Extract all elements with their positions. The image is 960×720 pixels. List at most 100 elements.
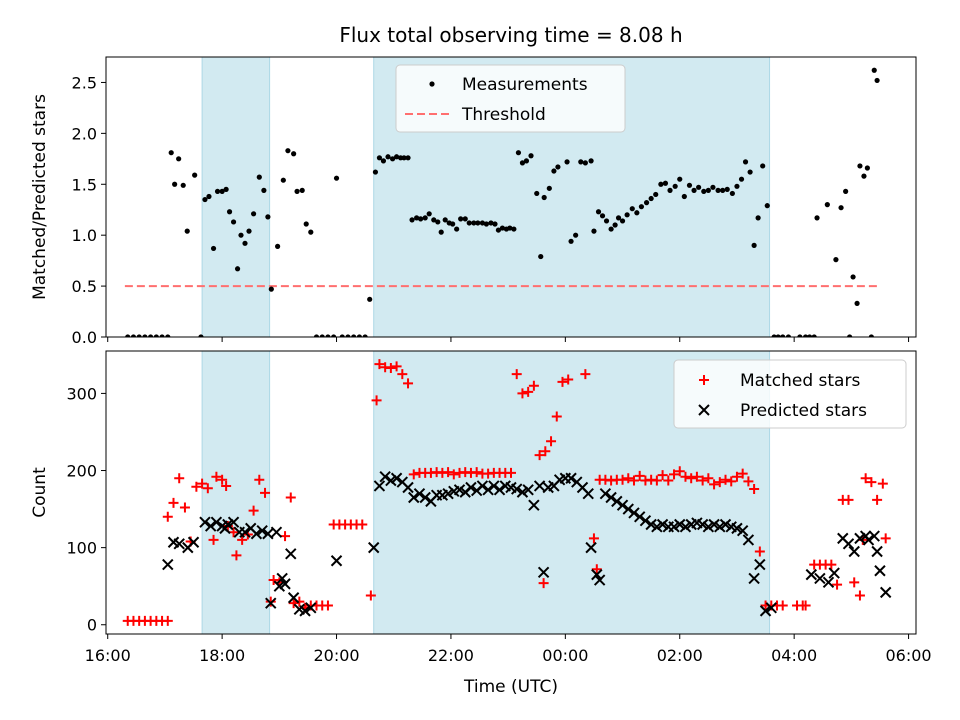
data-point: [402, 481, 414, 494]
data-point: [759, 605, 772, 617]
data-point: [385, 362, 396, 373]
data-point: [826, 559, 837, 570]
data-point: [414, 215, 420, 221]
data-point: [211, 471, 222, 482]
data-point: [246, 228, 252, 234]
data-point: [765, 602, 777, 614]
data-point: [426, 211, 432, 217]
data-point: [585, 541, 597, 554]
axes-frame: [105, 350, 917, 635]
data-point: [187, 536, 200, 548]
data-point: [674, 466, 685, 477]
data-point: [634, 210, 640, 216]
x-tick-label: 18:00: [199, 646, 245, 665]
data-point: [345, 334, 351, 337]
data-point: [438, 229, 444, 235]
data-point: [448, 469, 459, 480]
y-axis-label: Count: [30, 467, 50, 518]
legend-box: [673, 359, 907, 429]
data-point: [268, 575, 279, 586]
data-point: [843, 494, 854, 505]
data-point: [696, 184, 702, 190]
data-point: [291, 151, 297, 157]
data-point: [285, 548, 297, 560]
data-point: [582, 160, 588, 166]
data-points: [125, 67, 880, 337]
data-point: [148, 334, 154, 337]
data-point: [493, 484, 506, 496]
data-point: [691, 471, 702, 482]
data-point: [385, 154, 391, 160]
data-point: [223, 186, 229, 192]
data-point: [465, 481, 477, 494]
data-point: [523, 158, 530, 164]
data-point: [591, 568, 603, 581]
data-point: [565, 472, 577, 484]
data-point: [254, 474, 265, 485]
data-point: [868, 334, 874, 337]
y-tick-label: 0: [87, 616, 97, 635]
data-point: [720, 474, 731, 485]
data-point: [475, 220, 481, 226]
data-point: [153, 334, 159, 337]
data-point: [760, 163, 766, 169]
data-point: [204, 520, 217, 532]
data-point: [797, 334, 803, 337]
y-tick-label: 0.0: [72, 328, 97, 347]
data-point: [616, 499, 629, 511]
series-matched-stars: [122, 359, 891, 626]
data-point: [262, 528, 274, 540]
data-point: [483, 221, 490, 227]
legend: Matched stars Predicted stars: [673, 359, 907, 429]
axes-frame: [105, 56, 917, 338]
data-point: [265, 214, 271, 220]
data-point: [515, 150, 522, 156]
x-axis-label: Time (UTC): [463, 677, 558, 697]
data-point: [622, 503, 634, 515]
data-point: [403, 378, 414, 389]
data-point: [747, 169, 753, 175]
data-point: [367, 296, 373, 302]
data-point: [628, 507, 640, 519]
data-point: [333, 175, 340, 181]
data-point: [742, 534, 755, 546]
data-point: [285, 492, 296, 503]
data-point: [871, 545, 883, 558]
data-point: [162, 511, 173, 522]
data-point: [573, 232, 579, 238]
data-point: [726, 476, 737, 487]
data-point: [471, 220, 477, 226]
data-point: [701, 188, 707, 194]
top-panel: 0.0 0.5 1.0 1.5 2.0 2.5 Matched/Predicted star…: [30, 56, 917, 347]
data-point: [824, 202, 830, 208]
data-point: [847, 334, 853, 337]
data-point: [731, 471, 742, 482]
data-point: [165, 334, 171, 337]
data-point: [357, 519, 368, 530]
data-point: [476, 480, 489, 492]
x-tick-label: 20:00: [313, 646, 359, 665]
data-point: [634, 470, 645, 481]
data-point: [174, 473, 185, 484]
data-point: [202, 196, 208, 203]
data-point: [710, 184, 716, 190]
data-point: [408, 469, 419, 480]
legend-label: Matched stars: [740, 371, 860, 391]
data-point: [260, 487, 271, 498]
data-point: [142, 334, 148, 337]
data-point: [192, 172, 198, 178]
data-point: [603, 218, 610, 224]
y-tick-label: 300: [66, 384, 97, 403]
data-point: [176, 156, 182, 162]
shaded-interval-1: [201, 56, 271, 338]
data-point: [658, 181, 664, 187]
data-point: [807, 334, 813, 337]
data-point: [206, 193, 212, 200]
data-point: [285, 148, 291, 154]
data-point: [275, 243, 281, 249]
data-point: [736, 524, 749, 537]
data-point: [276, 572, 288, 585]
data-point: [528, 380, 539, 391]
data-point: [551, 168, 557, 174]
x-tick-label: 04:00: [771, 646, 817, 665]
